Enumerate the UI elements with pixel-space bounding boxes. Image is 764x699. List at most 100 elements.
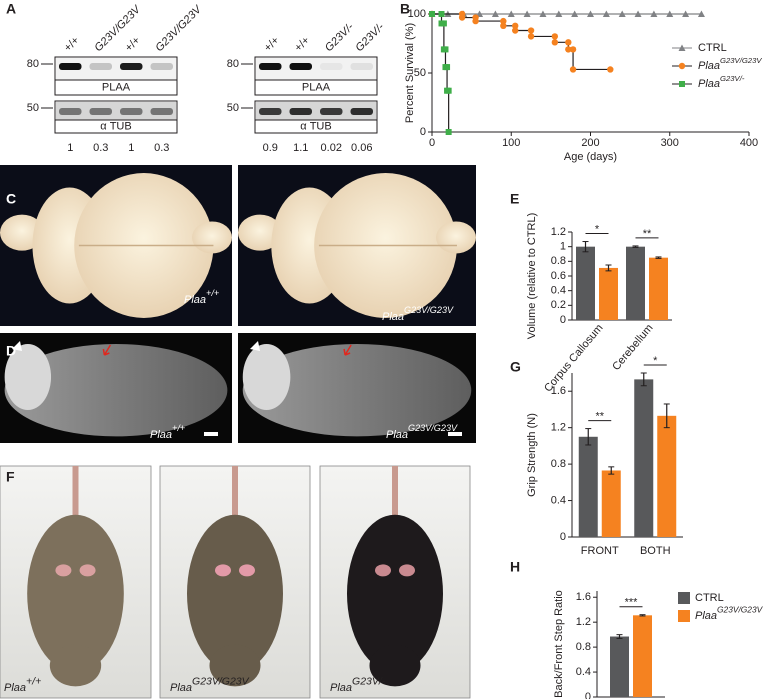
band — [89, 108, 112, 115]
mw-marker: 50 — [27, 102, 39, 114]
panel-label: C — [6, 191, 16, 207]
mri-cerebellum — [4, 344, 52, 410]
y-axis-title: Volume (relative to CTRL) — [526, 213, 538, 340]
legend-label: CTRL — [695, 592, 724, 604]
bar — [610, 636, 629, 697]
paw — [239, 564, 255, 577]
y-tick-label: 0.6 — [551, 270, 566, 282]
y-tick-label: 1.2 — [551, 226, 566, 238]
survival-line — [432, 13, 450, 132]
mri-brain — [242, 344, 472, 437]
tail — [232, 466, 238, 536]
marker — [697, 10, 705, 17]
legend-label-sup: G23V/G23V — [717, 605, 764, 615]
marker — [571, 10, 579, 17]
photo-label: Plaa+/+ — [184, 289, 219, 306]
x-axis-title: Age (days) — [564, 151, 617, 163]
legend-label-sup: G23V/- — [720, 74, 745, 83]
photo-label-base: Plaa — [386, 429, 408, 441]
lane-label: +/+ — [292, 34, 312, 54]
marker — [442, 46, 449, 53]
marker — [523, 10, 531, 17]
legend-label: PlaaG23V/- — [698, 74, 745, 90]
legend-marker — [678, 62, 686, 70]
marker — [650, 10, 658, 17]
y-tick-label: 1.6 — [551, 385, 566, 397]
photo-label: PlaaG23V/G23V — [386, 424, 458, 441]
marker — [587, 10, 594, 17]
band — [120, 108, 143, 115]
panel-label: A — [6, 1, 16, 17]
panel-label: B — [400, 1, 410, 17]
lane-label: G23V/- — [323, 21, 356, 54]
lane-label: +/+ — [62, 34, 82, 54]
y-tick-label: 50 — [414, 67, 426, 79]
marker — [569, 46, 577, 53]
lane-label: +/+ — [123, 34, 143, 54]
marker — [569, 66, 577, 73]
marker — [429, 11, 435, 17]
legend-label: CTRL — [698, 42, 727, 54]
marker — [527, 33, 535, 40]
band-label: PLAA — [102, 81, 131, 93]
bar — [601, 470, 621, 537]
panel-label: F — [6, 469, 15, 485]
band-label: α TUB — [100, 120, 131, 132]
marker — [438, 11, 445, 17]
survival-line — [432, 13, 611, 71]
legend-label-sup: G23V/G23V — [720, 56, 762, 65]
band — [350, 63, 373, 70]
paw — [399, 564, 415, 577]
marker — [491, 10, 499, 17]
mw-marker: 50 — [227, 102, 239, 114]
olfactory-bulb — [238, 214, 282, 251]
mouse-head — [49, 644, 102, 687]
photo-label-base: Plaa — [4, 682, 26, 694]
photo-label-base: Plaa — [330, 682, 352, 694]
blot-membrane — [256, 102, 376, 120]
arrow — [12, 341, 22, 351]
mw-marker: 80 — [27, 58, 39, 70]
y-tick-label: 0.4 — [576, 666, 591, 678]
marker — [666, 10, 674, 17]
band-label: PLAA — [302, 81, 331, 93]
tail — [392, 466, 398, 536]
marker — [682, 10, 690, 17]
legend-label-base: Plaa — [695, 610, 717, 622]
y-axis-title: Grip Strength (N) — [526, 413, 538, 497]
marker — [555, 10, 563, 17]
y-tick-label: 0 — [560, 531, 566, 543]
bar — [626, 246, 645, 320]
marker — [618, 10, 626, 17]
scale-bar — [204, 432, 218, 436]
paw — [215, 564, 231, 577]
photo-label-sup: +/+ — [26, 675, 41, 687]
y-tick-label: 0 — [560, 314, 566, 326]
photo-label-sup: G23V/G23V — [192, 675, 250, 687]
marker — [500, 17, 507, 25]
y-tick-label: 0.4 — [551, 494, 566, 506]
photo-label-base: Plaa — [184, 294, 206, 306]
panel-label: D — [6, 343, 16, 359]
mri-cerebellum — [242, 344, 291, 410]
y-tick-label: 1 — [560, 241, 566, 253]
marker — [602, 10, 610, 17]
photo-label: PlaaG23V/G23V — [170, 675, 250, 694]
legend-marker — [678, 44, 686, 51]
marker — [458, 14, 466, 21]
band — [59, 108, 82, 115]
mw-marker: 80 — [227, 58, 239, 70]
marker — [551, 33, 559, 40]
photo-label: Plaa+/+ — [150, 424, 185, 441]
band — [259, 108, 282, 115]
y-tick-label: 1.2 — [576, 616, 591, 628]
x-tick-label: 0 — [429, 137, 435, 149]
band — [320, 63, 343, 70]
x-tick-label: 100 — [502, 137, 520, 149]
x-tick-label: FRONT — [581, 545, 619, 557]
quantity: 1.1 — [293, 142, 308, 154]
photo-label-sup: +/+ — [172, 424, 185, 434]
lane-label: G23V/- — [353, 21, 386, 54]
marker — [539, 10, 547, 17]
